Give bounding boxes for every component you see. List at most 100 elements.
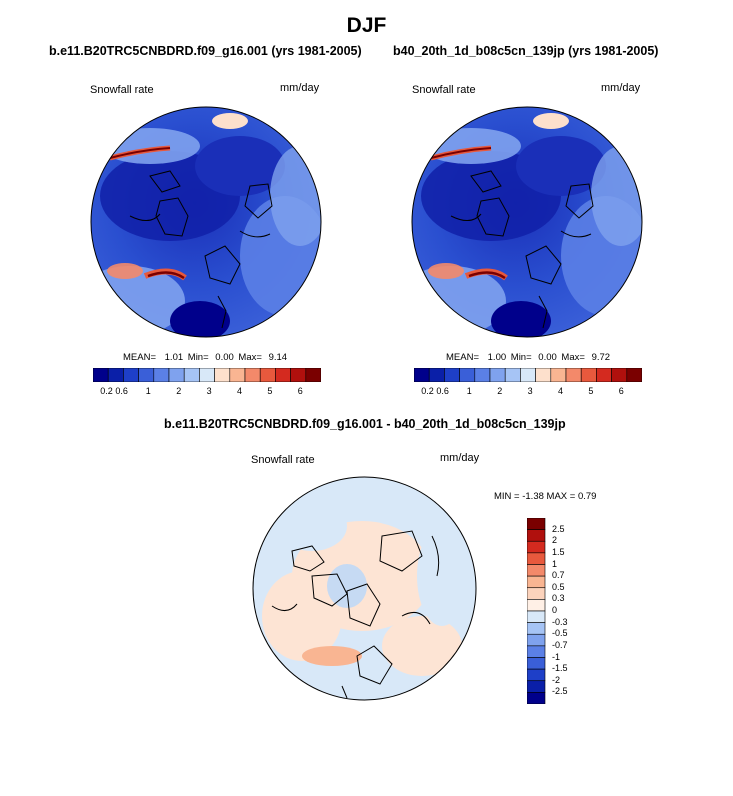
panel2-colorbar-box [596,368,612,382]
panel2-colorbar-box [580,368,597,382]
panel2-colorbar-box [520,368,536,382]
panel3-colorbar-box [527,622,546,635]
panel2-max-label: Max= [561,352,585,363]
panel1-colorbar-tick-label: 1 [145,386,151,396]
panel3-colorbar-box [527,668,546,682]
panel1-colorbar-tick-label: 5 [267,386,273,396]
panel3-stats: MIN = -1.38 MAX = 0.79 [494,491,597,502]
panel3-field-positive-west [262,571,342,661]
panel1-colorbar-box [305,368,321,382]
panel3-colorbar-box [527,587,546,600]
panel1-field-low-south [170,301,230,337]
panel1-colorbar-box [244,368,261,382]
panel1-colorbar-tick-label: 0.2 [100,386,113,396]
panel2-colorbar-box [414,368,430,382]
panel2-colorbar-tick-label: 5 [588,386,594,396]
panel3-colorbar-ticks: 2.5 2 1.5 1 0.7 0.5 0.3 0 -0.3 -0.5 -0.7 -1 -1.5 -2 -2… [552,518,592,704]
panel1-colorbar-ticks: 0.2 0.6 1 2 3 4 5 6 [93,384,321,396]
panel1-stats: MEAN= 1.01 Min= 0.00 Max= 9.14 [123,352,287,363]
panel1-colorbar-box [290,368,307,382]
panel1-variable-label: Snowfall rate [90,84,154,96]
panel2-colorbar-box [504,368,521,382]
panel3-field-negative-east [417,526,467,626]
panel1-title: b.e11.B20TRC5CNBDRD.f09_g16.001 (yrs 198… [49,44,362,58]
panel3-field-positive-band [302,646,362,666]
panel2-colorbar-box [474,368,491,382]
panel1-mean-value: 1.01 [164,352,184,363]
panel2-units-label: mm/day [601,82,641,94]
panel3-colorbar [527,518,546,704]
panel2-min-label: Min= [510,352,532,363]
panel1-field-patch-warm [107,263,143,279]
panel3-colorbar-box [527,680,546,693]
panel1-colorbar-box [123,368,139,382]
panel3-colorbar-tick-label: -1 [552,651,561,662]
panel1-colorbar-tick-label: 4 [237,386,243,396]
panel2-title: b40_20th_1d_b08c5cn_139jp (yrs 1981-2005… [393,44,659,58]
panel2-coastlines-extra [450,213,592,329]
panel1-colorbar-tick-label: 3 [206,386,212,396]
panel2-variable-label: Snowfall rate [412,84,476,96]
panel1-mean-label: MEAN= [123,352,156,363]
panel2-max-value: 9.72 [591,352,611,363]
panel1-band-north-dark [109,147,171,159]
panel1-polar-map [90,106,322,338]
panel1-colorbar-box [107,368,124,382]
panel2-colorbar-tick-label: 2 [497,386,503,396]
panel1-colorbar [93,368,321,382]
panel1-min-label: Min= [187,352,209,363]
panel3-map-border [252,476,477,701]
panel3-field-positive-southeast [382,616,462,676]
panel1-max-label: Max= [238,352,262,363]
page-title: DJF [346,14,387,37]
panel2-colorbar-box [459,368,476,382]
panel2-colorbar-tick-label: 0.6 [436,386,449,396]
panel1-colorbar-box [229,368,246,382]
panel2-band-north-dark [430,147,492,159]
panel2-colorbar-tick-label: 3 [527,386,533,396]
panel2-colorbar [414,368,642,382]
panel3-title: b.e11.B20TRC5CNBDRD.f09_g16.001 - b40_20… [164,417,566,431]
panel2-band-south-dark [468,271,506,280]
panel1-field-low-siberia [195,136,285,196]
panel2-colorbar-box [550,368,567,382]
panel3-colorbar-box [527,564,546,577]
panel1-max-value: 9.14 [268,352,288,363]
panel1-units-label: mm/day [280,82,320,94]
panel3-polar-map [252,476,477,701]
panel1-map-border [90,106,322,338]
panel2-colorbar-box [428,368,445,382]
panel2-colorbar-box [565,368,582,382]
panel2-colorbar-tick-label: 6 [618,386,624,396]
panel3-colorbar-tick-label: 2.5 [552,523,565,534]
panel3-colorbar-tick-label: -2.5 [552,686,568,697]
panel3-colorbar-box [527,540,546,554]
panel1-field-patch-top [212,113,248,129]
panel2-polar-map [411,106,643,338]
panel3-colorbar-tick-label: 1 [552,558,558,569]
panel3-colorbar-tick-label: 0.3 [552,593,565,604]
panel2-field-patch-warm [428,263,464,279]
panel2-colorbar-box [535,368,552,382]
panel3-variable-label: Snowfall rate [251,454,315,466]
panel2-coastlines [470,170,594,285]
panel3-colorbar-tick-label: 2 [552,535,558,546]
panel2-mean-value: 1.00 [487,352,507,363]
panel3-colorbar-box [527,657,546,670]
panel1-colorbar-box [259,368,276,382]
panel2-colorbar-box [611,368,628,382]
panel1-coastlines [149,170,273,285]
panel1-band-south-dark [147,271,185,280]
panel3-field-negative-nw [277,501,347,551]
panel3-colorbar-tick-label: 0.5 [552,581,565,592]
panel1-colorbar-box [153,368,170,382]
panel3-colorbar-box [527,552,546,565]
panel3-colorbar-tick-label: 0.7 [552,570,565,581]
panel3-colorbar-box [527,529,546,542]
panel2-min-value: 0.00 [538,352,557,363]
panel1-colorbar-box [93,368,109,382]
panel3-colorbar-tick-label: 0 [552,605,558,615]
panel1-colorbar-box [199,368,215,382]
panel1-colorbar-box [138,368,155,382]
panel3-colorbar-box [527,692,546,704]
